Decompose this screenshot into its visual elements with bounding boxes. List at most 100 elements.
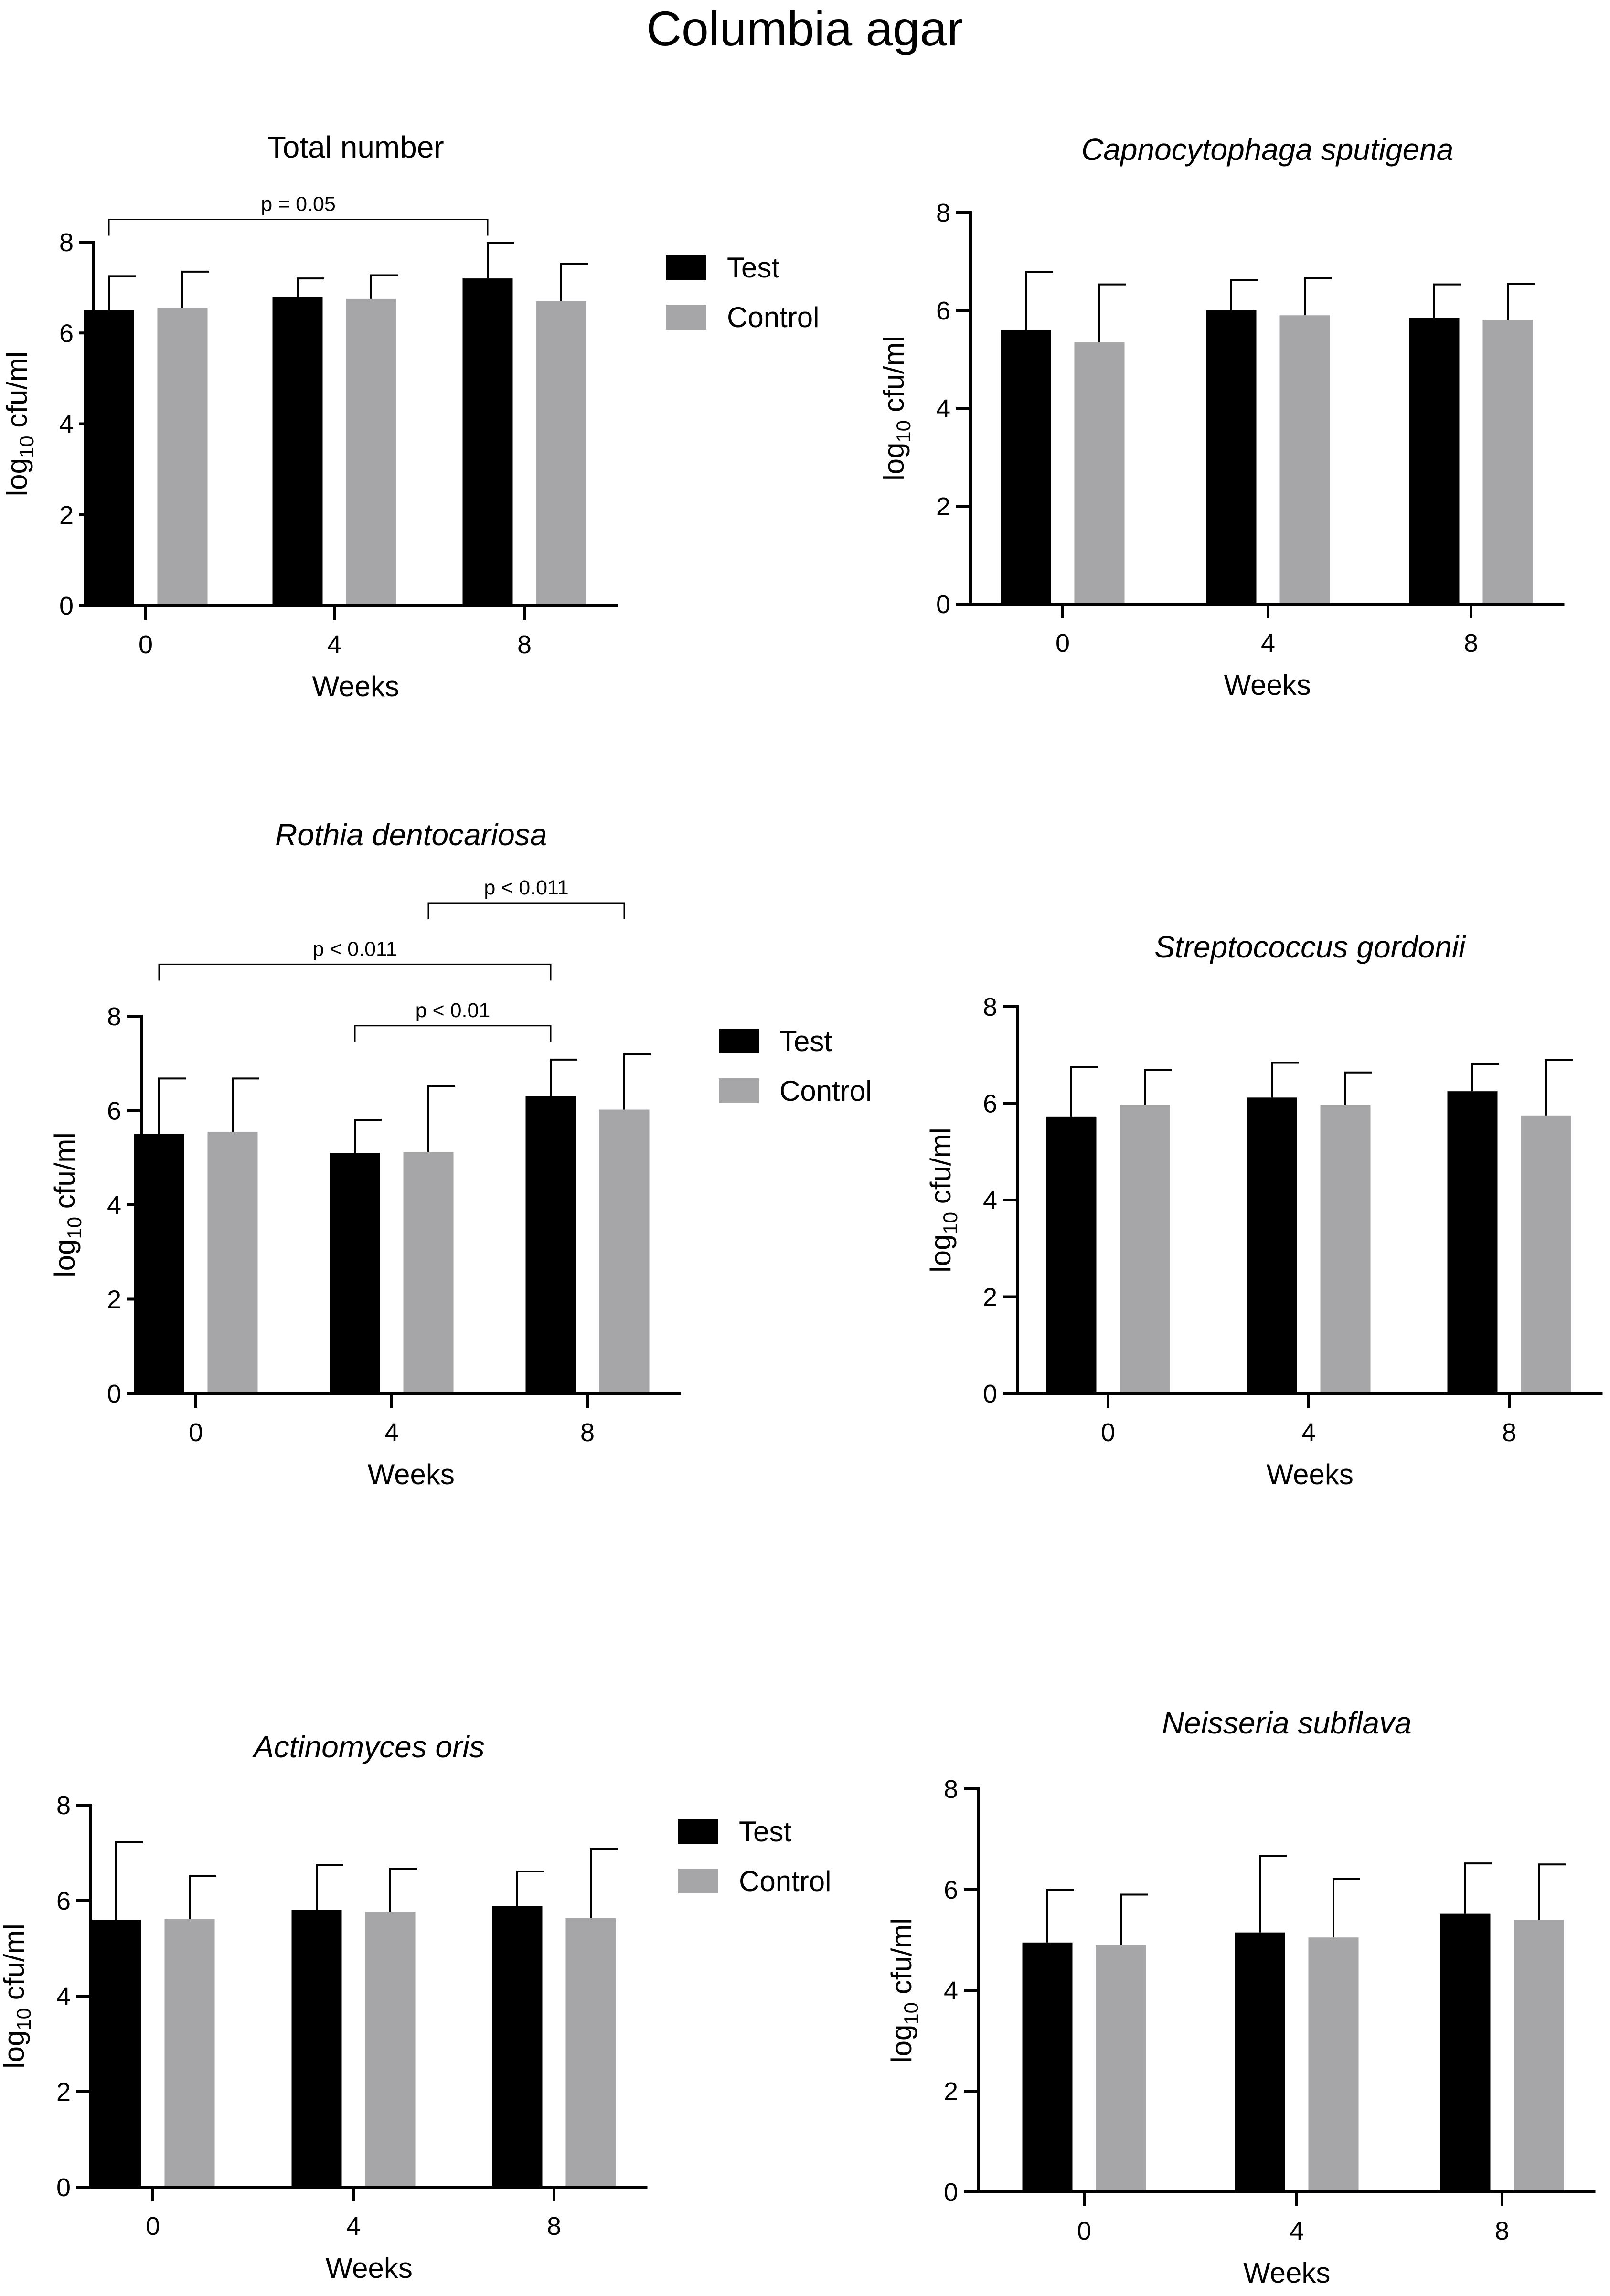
bar-test-week-8: [1409, 318, 1460, 604]
bar-test-week-4: [1247, 1097, 1297, 1393]
significance-bracket: [354, 1025, 552, 1042]
bar-control-week-0: [207, 1131, 258, 1393]
bar-control-week-4: [365, 1912, 416, 2187]
legend-swatch-control: [666, 305, 706, 330]
bar-test-week-8: [1447, 1091, 1498, 1393]
x-tick-label: 0: [146, 2212, 160, 2241]
y-tick-label: 6: [944, 1876, 958, 1904]
chart-title: Capnocytophaga sputigena: [1081, 132, 1453, 167]
chart-panel-1: Capnocytophaga sputigena 0 2 4 6 8 0 4 8 Weeks log…: [878, 132, 1565, 701]
chart-panel-2: Rothia dentocariosa 0 2 4 6 8 0 4 8 Weeks log10 cf…: [49, 818, 872, 1490]
x-tick-label: 4: [1261, 629, 1275, 658]
y-tick-label: 4: [56, 1982, 71, 2011]
x-tick-label: 8: [1502, 1418, 1516, 1447]
chart-panel-3: Streptococcus gordonii 0 2 4 6 8 0 4 8 Weeks log10…: [925, 930, 1603, 1490]
bar-test-week-8: [492, 1906, 543, 2187]
x-axis-label: Weeks: [1243, 2257, 1330, 2289]
x-axis-label: Weeks: [1267, 1458, 1354, 1490]
x-tick-label: 0: [1077, 2217, 1091, 2245]
y-tick-label: 8: [107, 1002, 121, 1031]
legend-swatch-test: [666, 255, 706, 280]
significance-label: p < 0.011: [312, 937, 397, 960]
bar-control-week-8: [565, 1918, 616, 2187]
x-axis-label: Weeks: [1224, 669, 1311, 701]
y-axis-label: log10 cfu/ml: [885, 1918, 922, 2063]
x-tick-label: 0: [139, 630, 153, 659]
y-axis-label: log10 cfu/ml: [1, 351, 38, 497]
legend-swatch-test: [678, 1819, 718, 1844]
legend-label-control: Control: [739, 1865, 831, 1897]
y-tick-label: 6: [56, 1887, 71, 1915]
legend-label-test: Test: [727, 252, 779, 284]
significance-label: p = 0.05: [261, 192, 336, 215]
chart-title: Actinomyces oris: [252, 1730, 485, 1764]
bar-test-week-0: [91, 1920, 141, 2187]
bar-test-week-0: [84, 310, 134, 606]
bar-control-week-4: [346, 298, 396, 606]
bar-control-week-0: [1096, 1945, 1146, 2192]
y-axis-label: log10 cfu/ml: [49, 1132, 85, 1277]
significance-bracket: [108, 218, 489, 236]
y-tick-label: 0: [983, 1380, 997, 1408]
y-tick-label: 4: [936, 394, 950, 423]
legend-swatch-test: [719, 1029, 759, 1053]
bar-control-week-4: [1320, 1105, 1371, 1393]
x-tick-label: 8: [517, 630, 532, 659]
significance-label: p < 0.01: [416, 999, 490, 1022]
y-tick-label: 0: [56, 2173, 71, 2202]
chart-panel-0: Total number 0 2 4 6 8 0 4 8 Weeks log10 cfu/ml p =…: [1, 130, 819, 702]
bar-control-week-4: [1279, 315, 1330, 604]
bar-test-week-0: [1001, 330, 1051, 604]
bar-test-week-4: [291, 1910, 342, 2187]
y-tick-label: 8: [59, 228, 74, 257]
x-tick-label: 8: [547, 2212, 561, 2241]
significance-bracket: [158, 963, 552, 981]
y-axis-label: log10 cfu/ml: [925, 1127, 961, 1273]
bar-test-week-0: [1022, 1942, 1073, 2192]
y-tick-label: 4: [59, 410, 74, 439]
bar-test-week-8: [462, 278, 513, 606]
x-tick-label: 4: [327, 630, 341, 659]
y-tick-label: 2: [983, 1283, 997, 1312]
x-tick-label: 4: [384, 1418, 399, 1447]
legend-label-control: Control: [727, 301, 819, 333]
chart-panel-4: Actinomyces oris 0 2 4 6 8 0 4 8 Weeks log10 cfu/m…: [0, 1730, 831, 2284]
y-tick-label: 2: [59, 501, 74, 530]
legend-swatch-control: [719, 1078, 759, 1103]
bar-test-week-8: [1440, 1913, 1491, 2192]
y-tick-label: 0: [59, 592, 74, 620]
bar-control-week-4: [403, 1152, 454, 1393]
y-tick-label: 2: [107, 1286, 121, 1314]
bar-control-week-8: [599, 1109, 650, 1393]
legend-label-test: Test: [779, 1025, 832, 1057]
x-tick-label: 0: [1101, 1418, 1115, 1447]
y-tick-label: 8: [983, 993, 997, 1021]
y-axis-label: log10 cfu/ml: [878, 336, 915, 481]
y-tick-label: 0: [944, 2178, 958, 2207]
chart-title: Rothia dentocariosa: [275, 818, 547, 852]
legend-label-control: Control: [779, 1075, 872, 1107]
bar-test-week-4: [330, 1153, 380, 1393]
y-tick-label: 2: [936, 492, 950, 521]
bar-test-week-4: [1235, 1932, 1285, 2192]
y-tick-label: 6: [936, 297, 950, 325]
bar-test-week-4: [1206, 310, 1257, 604]
x-axis-label: Weeks: [312, 670, 399, 702]
chart-title: Neisseria subflava: [1162, 1706, 1412, 1740]
y-tick-label: 0: [107, 1380, 121, 1408]
significance-label: p < 0.011: [484, 876, 568, 899]
bar-control-week-0: [1120, 1105, 1170, 1393]
legend-label-test: Test: [739, 1816, 791, 1848]
chart-panel-5: Neisseria subflava 0 2 4 6 8 0 4 8 Weeks log10 cfu…: [885, 1706, 1596, 2289]
chart-panels: Total number 0 2 4 6 8 0 4 8 Weeks log10 cfu/ml p =…: [0, 130, 1603, 2289]
x-tick-label: 8: [1495, 2217, 1509, 2245]
x-tick-label: 0: [189, 1418, 203, 1447]
x-tick-label: 4: [1301, 1418, 1316, 1447]
bar-control-week-8: [1521, 1115, 1571, 1393]
bar-control-week-8: [536, 301, 586, 606]
y-tick-label: 8: [56, 1791, 71, 1820]
x-axis-label: Weeks: [326, 2252, 413, 2284]
x-tick-label: 8: [1464, 629, 1478, 658]
figure-title: Columbia agar: [646, 1, 963, 56]
